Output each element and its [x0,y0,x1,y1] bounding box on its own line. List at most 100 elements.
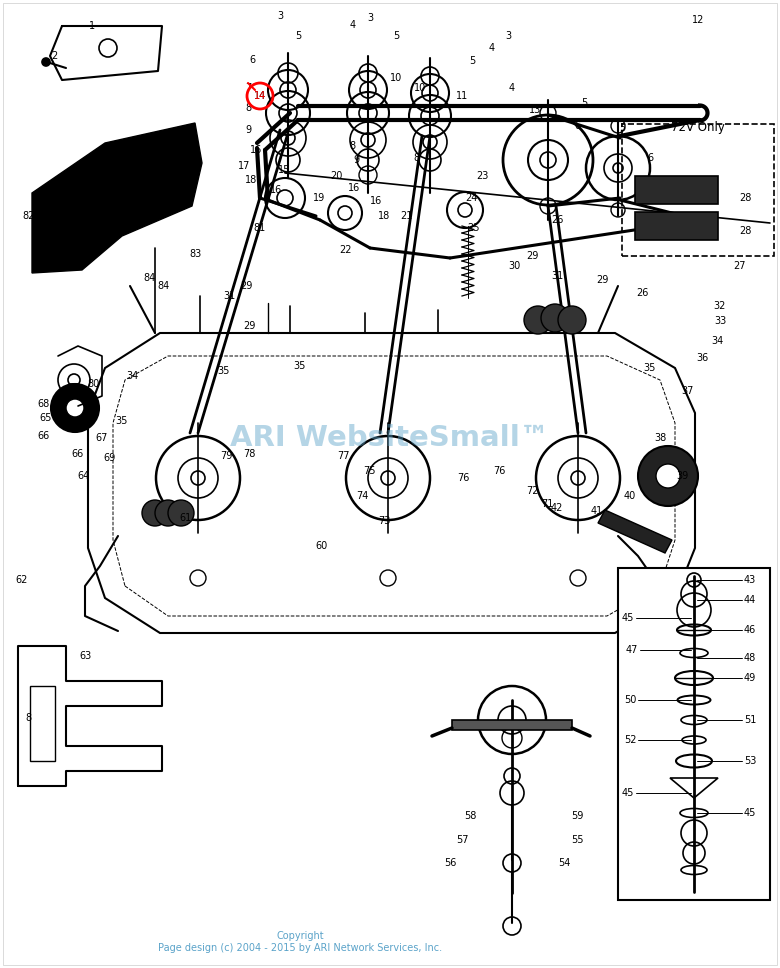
Text: 22: 22 [340,245,353,255]
Text: 21: 21 [400,211,412,221]
Text: 77: 77 [337,451,349,461]
Text: Copyright: Copyright [276,931,324,941]
Text: 10: 10 [390,73,402,83]
Text: 35: 35 [292,361,305,371]
Text: 29: 29 [596,275,608,285]
Text: 34: 34 [126,371,138,381]
Text: 83: 83 [190,249,202,259]
Text: 25: 25 [466,223,479,233]
Text: 3: 3 [277,11,283,21]
Text: 29: 29 [243,321,255,331]
Text: 8: 8 [349,141,355,151]
Circle shape [66,399,84,417]
Text: 84: 84 [157,281,169,291]
Text: 4: 4 [509,83,515,93]
Text: 66: 66 [37,431,49,441]
Text: 39: 39 [676,471,688,481]
Text: 44: 44 [744,595,756,605]
Text: 60: 60 [316,541,328,551]
Circle shape [656,464,680,488]
Text: 65: 65 [40,413,52,423]
Text: 62: 62 [16,575,28,585]
Text: 28: 28 [739,193,751,203]
Text: 45: 45 [622,788,634,798]
Text: 76: 76 [493,466,505,476]
Text: 6: 6 [647,153,653,163]
Text: 8: 8 [25,713,31,723]
Text: 36: 36 [696,353,708,363]
Text: 58: 58 [464,811,476,821]
Bar [618,568,770,900]
Text: 69: 69 [104,453,116,463]
Text: 82: 82 [23,211,35,221]
Text: 29: 29 [526,251,538,261]
Text: 81: 81 [253,223,265,233]
Text: 4: 4 [489,43,495,53]
Bar [622,124,774,256]
Text: 14: 14 [254,91,266,101]
Text: 80: 80 [87,379,99,389]
Text: 47: 47 [626,645,638,655]
Text: 59: 59 [571,811,583,821]
Text: 67: 67 [96,433,108,443]
Bar [30,686,55,761]
Text: 8: 8 [413,153,419,163]
Text: 66: 66 [71,449,83,459]
Text: 50: 50 [624,695,636,705]
Polygon shape [598,510,672,553]
Text: 3: 3 [505,31,511,41]
Text: 5: 5 [619,123,625,133]
Text: 45: 45 [622,613,634,623]
Text: 16: 16 [270,185,282,195]
Text: 10: 10 [414,83,426,93]
Text: 13: 13 [529,105,541,115]
Text: 42: 42 [551,503,563,513]
Text: 78: 78 [243,449,255,459]
Text: 70: 70 [68,383,80,393]
Text: 6: 6 [249,55,255,65]
Circle shape [51,384,99,432]
Text: 26: 26 [551,215,563,225]
Text: 16: 16 [370,196,382,206]
Text: 54: 54 [558,858,570,868]
Text: 1: 1 [89,21,95,31]
Text: 11: 11 [456,91,468,101]
Text: 48: 48 [744,653,756,663]
Circle shape [142,500,168,526]
Text: 37: 37 [681,386,693,396]
Text: 71: 71 [541,499,553,509]
Polygon shape [32,123,202,273]
Text: 2: 2 [51,51,57,61]
Text: 31: 31 [223,291,235,301]
Text: 49: 49 [744,673,756,683]
Text: 8: 8 [245,103,251,113]
Text: 7: 7 [245,83,251,93]
Text: 16: 16 [348,183,360,193]
Text: 57: 57 [456,835,468,845]
Text: 40: 40 [624,491,636,501]
Text: 18: 18 [245,175,257,185]
Text: 5: 5 [393,31,399,41]
Text: 46: 46 [744,625,756,635]
Polygon shape [635,176,718,204]
Text: 3: 3 [367,13,373,23]
Text: Page design (c) 2004 - 2015 by ARI Network Services, Inc.: Page design (c) 2004 - 2015 by ARI Netwo… [158,943,442,953]
Text: 5: 5 [581,98,587,108]
Text: 26: 26 [636,288,648,298]
Polygon shape [635,212,718,240]
Text: 43: 43 [744,575,756,585]
Circle shape [638,446,698,506]
Text: 34: 34 [711,336,723,346]
Text: 23: 23 [476,171,488,181]
Text: 28: 28 [739,226,751,236]
Text: 55: 55 [571,835,583,845]
Text: 12: 12 [692,15,704,25]
Text: 33: 33 [714,316,726,326]
Text: 51: 51 [744,715,756,725]
Text: 30: 30 [508,261,520,271]
Text: 35: 35 [218,366,230,376]
Text: 45: 45 [744,808,756,818]
Text: 18: 18 [378,211,390,221]
Text: 68: 68 [37,399,49,409]
Circle shape [42,58,50,66]
